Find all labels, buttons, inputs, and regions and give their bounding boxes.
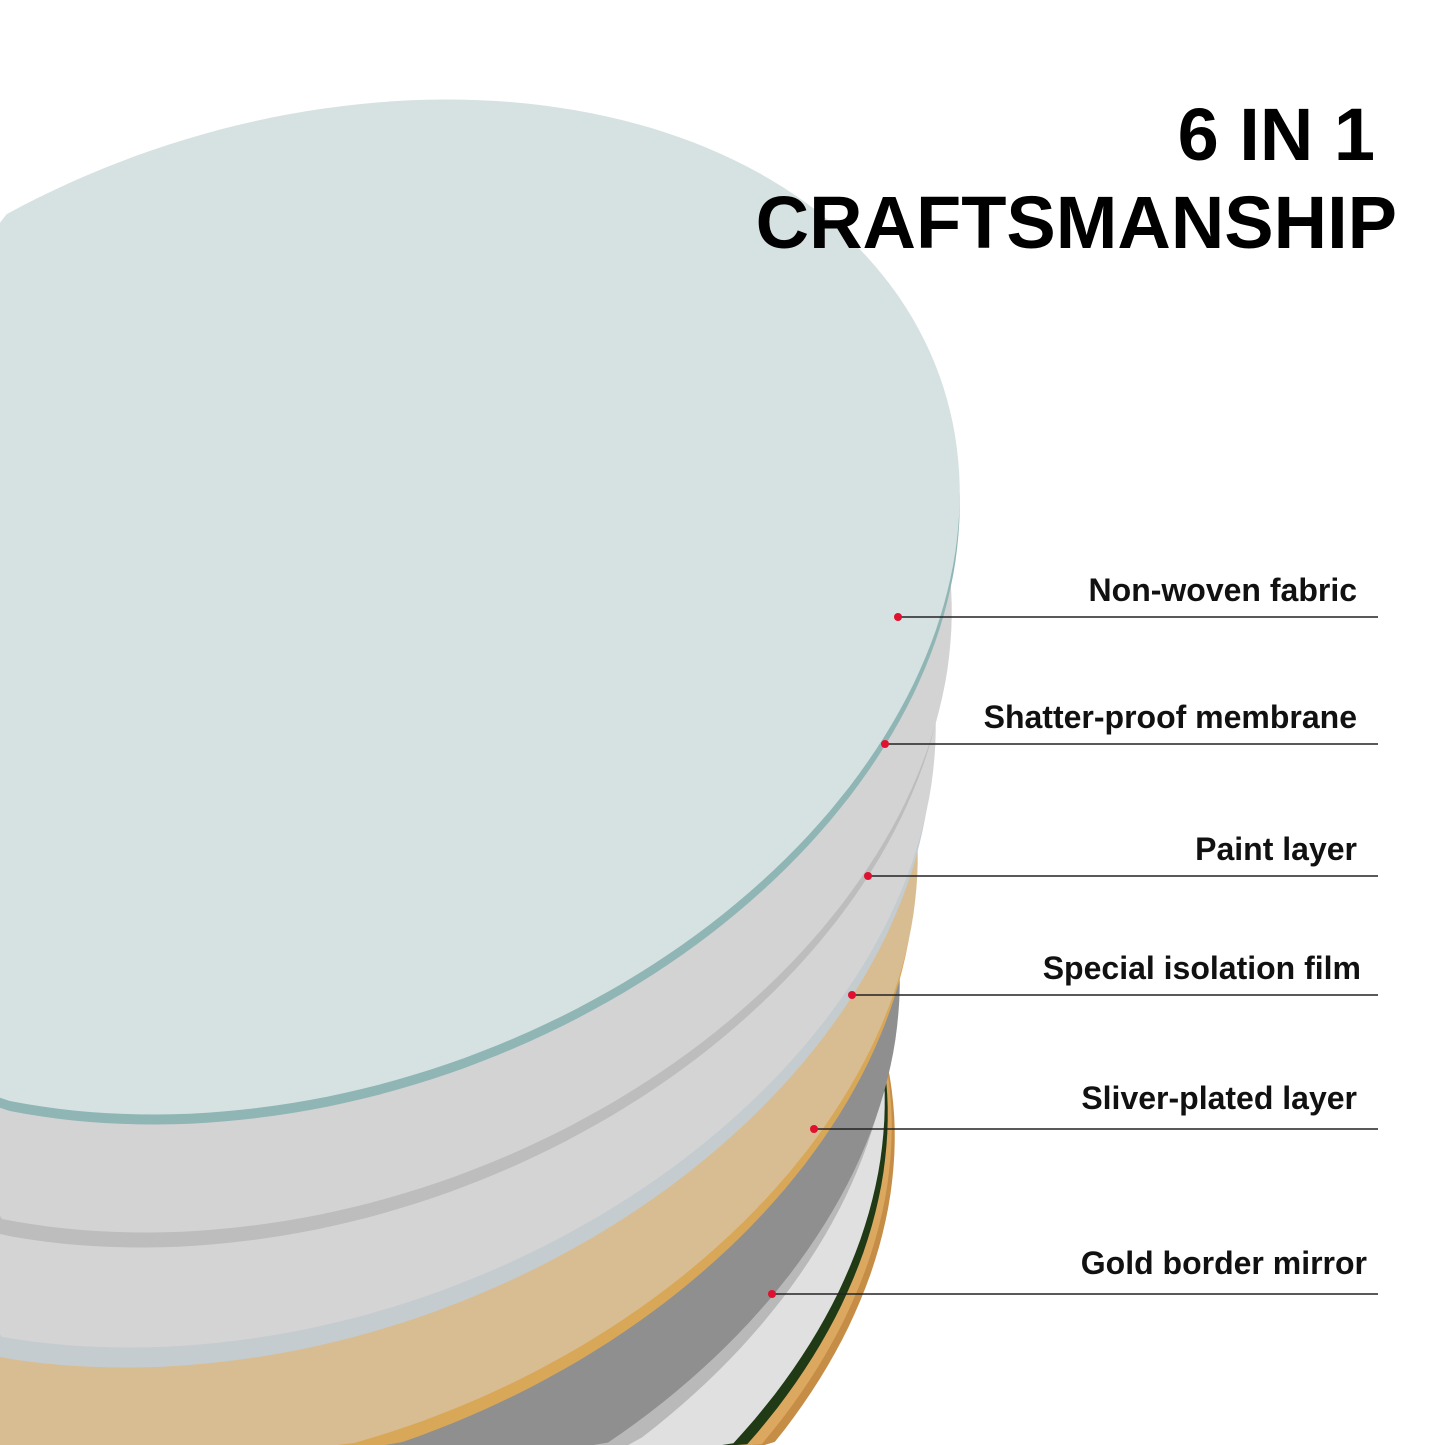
marker-dot	[864, 872, 872, 880]
marker-dot	[768, 1290, 776, 1298]
marker-dot	[810, 1125, 818, 1133]
title-line-2: CRAFTSMANSHIP	[755, 181, 1397, 264]
label-shatter-proof-membrane: Shatter-proof membrane	[983, 699, 1357, 735]
marker-dot	[894, 613, 902, 621]
label-gold-border-mirror: Gold border mirror	[1080, 1245, 1367, 1281]
label-special-isolation-film: Special isolation film	[1042, 950, 1361, 986]
label-sliver-plated-layer: Sliver-plated layer	[1081, 1080, 1357, 1116]
title-line-1: 6 IN 1	[1177, 93, 1375, 176]
label-non-woven-fabric: Non-woven fabric	[1088, 572, 1357, 608]
label-paint-layer: Paint layer	[1195, 831, 1357, 867]
glass-top	[0, 99, 960, 1115]
marker-dot	[848, 991, 856, 999]
marker-dot	[881, 740, 889, 748]
